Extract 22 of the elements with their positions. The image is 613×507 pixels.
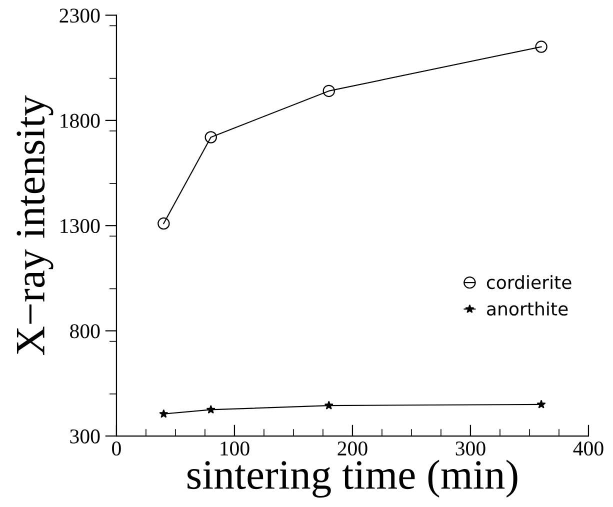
x-tick-label: 300 bbox=[456, 441, 486, 456]
legend-label: cordierite bbox=[486, 275, 572, 290]
point bbox=[322, 84, 335, 98]
y-axis-title: X−ray intensity bbox=[16, 95, 54, 356]
point bbox=[324, 400, 334, 410]
x-tick-label: 400 bbox=[573, 441, 604, 456]
y-tick-label: 800 bbox=[70, 324, 100, 338]
y-tick-label: 1300 bbox=[60, 218, 100, 234]
point bbox=[159, 409, 168, 418]
y-tick-label: 2300 bbox=[60, 8, 100, 23]
point bbox=[158, 217, 170, 230]
x-tick-label: 0 bbox=[112, 441, 121, 456]
point bbox=[206, 405, 216, 414]
y-tick-label: 1800 bbox=[60, 114, 100, 128]
x-tick-label: 200 bbox=[338, 441, 368, 456]
y-tick-label: 300 bbox=[70, 429, 100, 444]
point bbox=[535, 40, 548, 53]
point bbox=[536, 400, 546, 408]
legend-label: anorthite bbox=[487, 302, 568, 316]
x-tick-label: 100 bbox=[220, 441, 250, 456]
x-axis-title: sintering time (min) bbox=[188, 460, 518, 498]
point bbox=[204, 131, 217, 144]
